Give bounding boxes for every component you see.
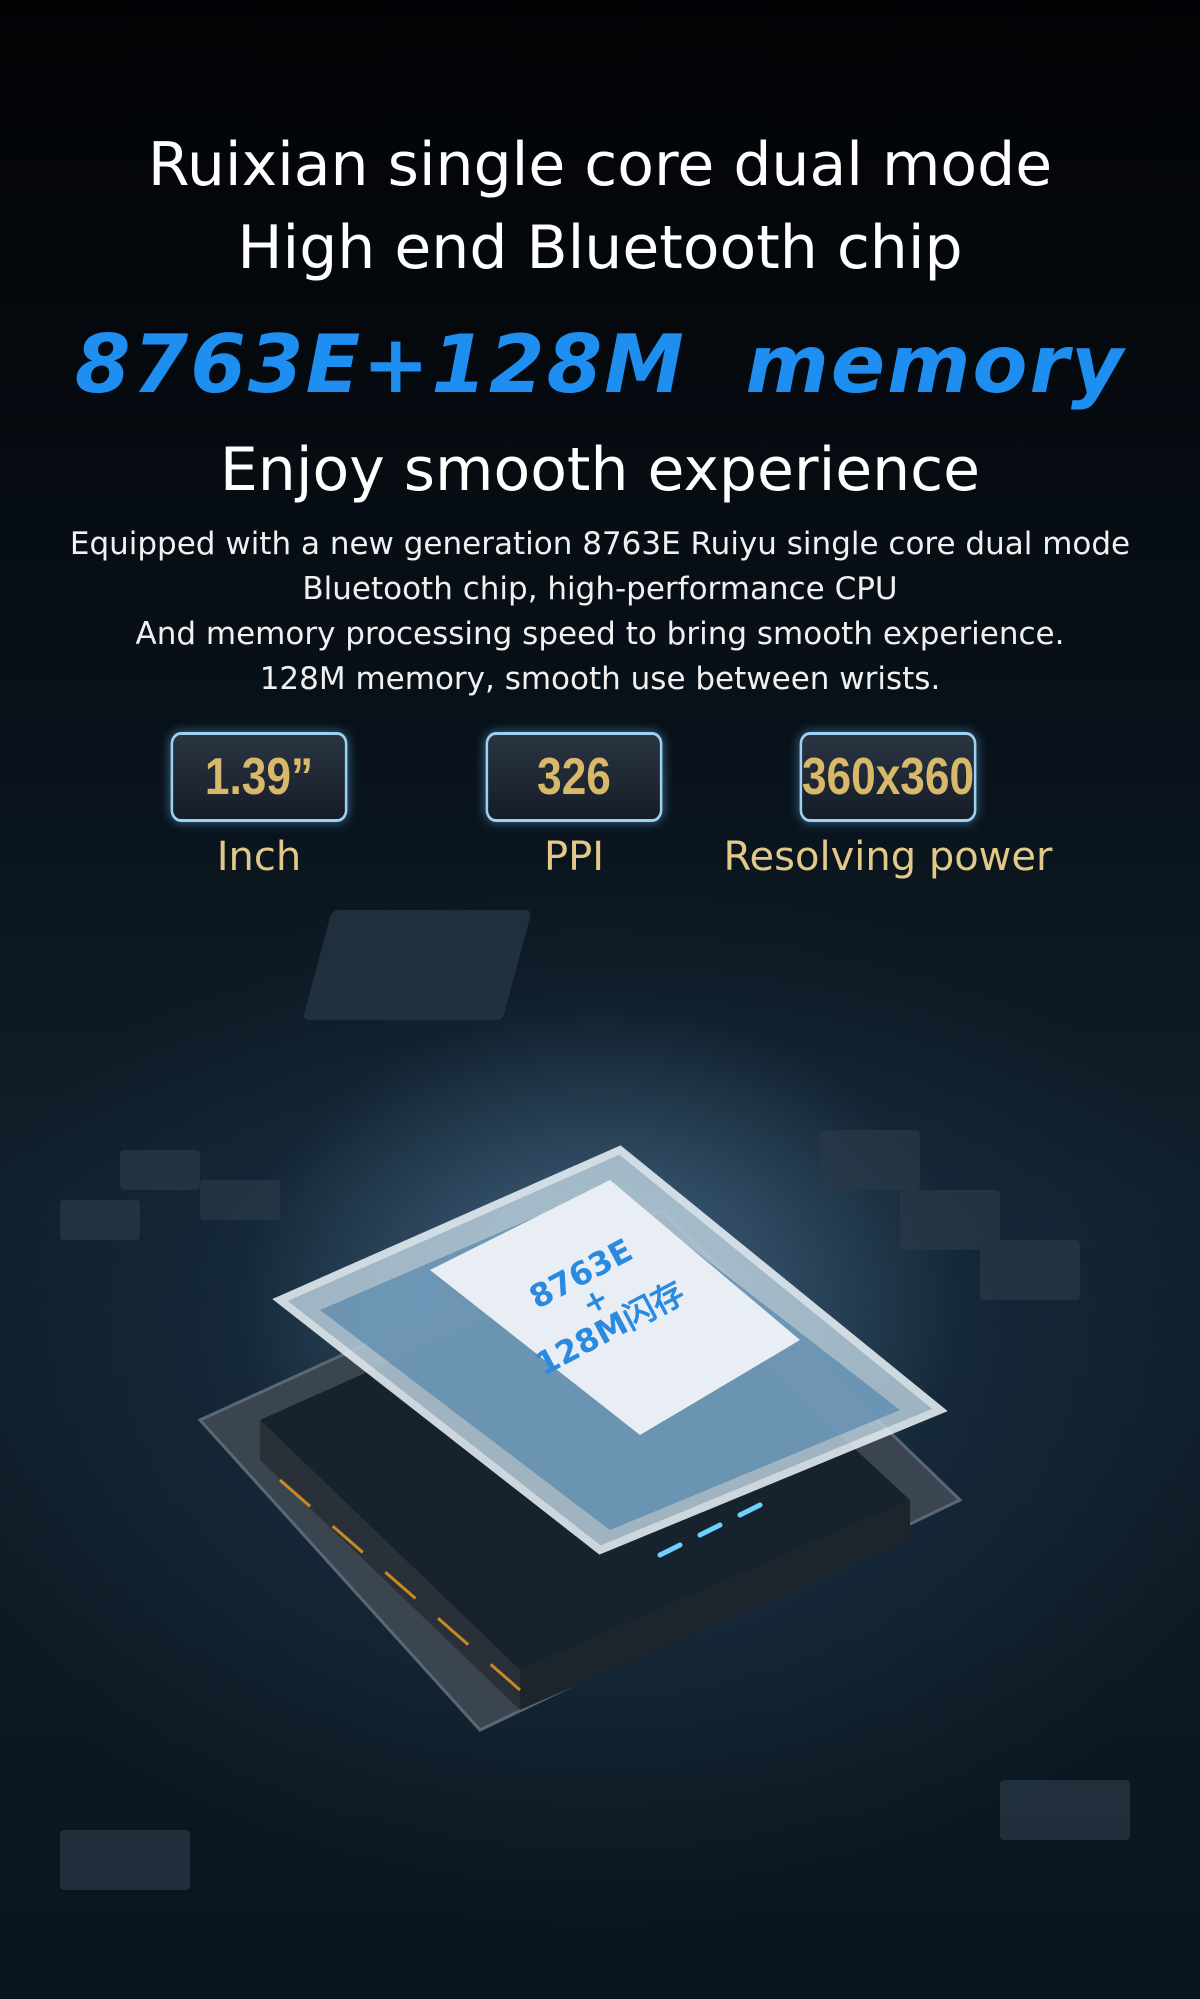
description: Equipped with a new generation 8763E Rui… bbox=[0, 522, 1200, 702]
headline-line2: High end Bluetooth chip bbox=[237, 213, 963, 283]
description-line: And memory processing speed to bring smo… bbox=[135, 616, 1065, 652]
spec-label: Resolving power bbox=[723, 834, 1053, 880]
highlight-text: 8763E+128M memory bbox=[74, 318, 1126, 411]
spec-value: 360x360 bbox=[799, 732, 977, 822]
description-line: Equipped with a new generation 8763E Rui… bbox=[69, 526, 1131, 562]
description-line: Bluetooth chip, high-performance CPU bbox=[302, 571, 898, 607]
spec-ppi: 326 PPI bbox=[470, 732, 678, 880]
spec-resolution: 360x360 Resolving power bbox=[724, 732, 1052, 880]
spec-size: 1.39” Inch bbox=[155, 732, 363, 880]
spec-value: 1.39” bbox=[170, 732, 348, 822]
description-line: 128M memory, smooth use between wrists. bbox=[259, 661, 941, 697]
spec-label: Inch bbox=[216, 834, 302, 880]
chip-illustration: 8763E + 128M闪存 bbox=[60, 910, 1130, 1890]
spec-label: PPI bbox=[543, 834, 605, 880]
headline-line1: Ruixian single core dual mode bbox=[147, 130, 1053, 200]
spec-value: 326 bbox=[485, 732, 663, 822]
subtitle: Enjoy smooth experience bbox=[219, 435, 981, 505]
